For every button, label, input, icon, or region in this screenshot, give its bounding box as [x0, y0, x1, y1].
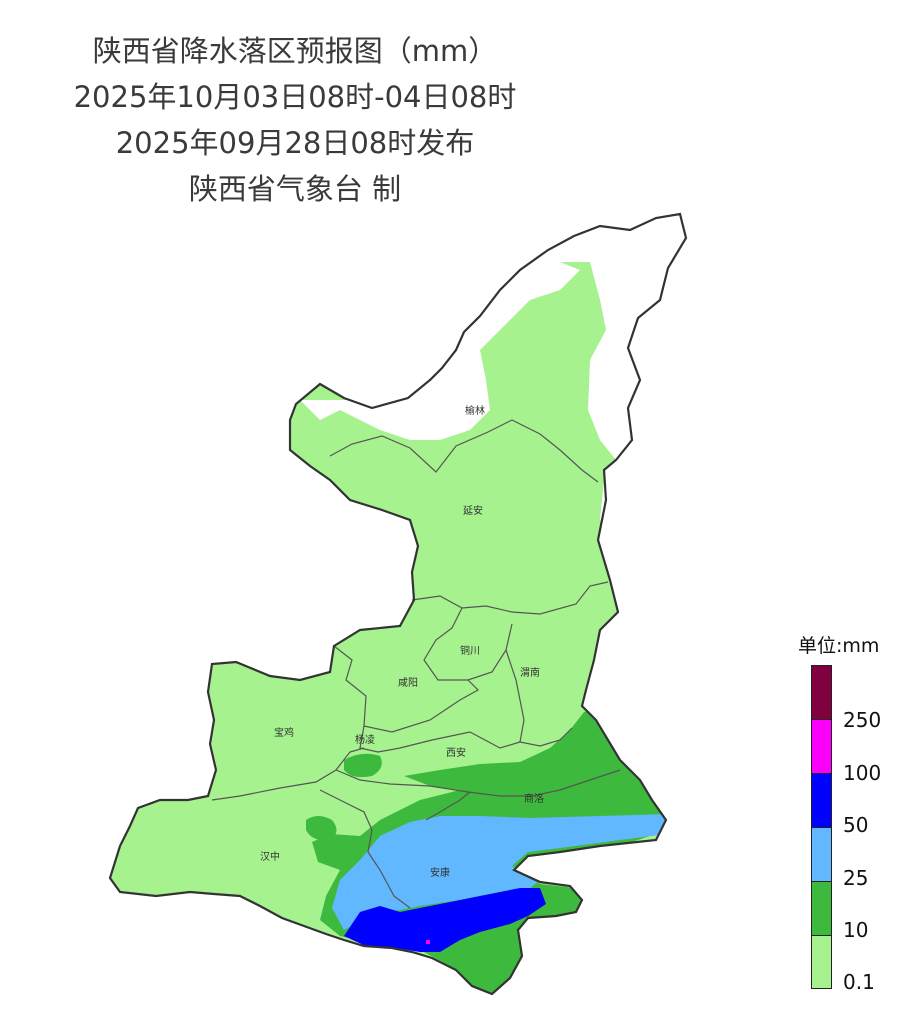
legend-label-100: 100 — [843, 761, 882, 785]
city-label-hanzhong: 汉中 — [260, 850, 280, 863]
legend-label-50: 50 — [843, 813, 869, 837]
issuer: 陕西省气象台 制 — [188, 172, 402, 206]
issue-time: 2025年09月28日08时发布 — [115, 126, 475, 160]
precip-area-10 — [344, 753, 382, 778]
precip-area-10 — [306, 816, 337, 841]
valid-period: 2025年10月03日08时-04日08时 — [73, 80, 517, 114]
precip-area-50 — [344, 888, 546, 952]
legend-swatch-100 — [811, 719, 832, 774]
legend-label-25: 25 — [843, 866, 869, 890]
city-label-shangluo: 商洛 — [524, 792, 544, 805]
city-label-yangling: 杨凌 — [355, 733, 375, 746]
legend-label-10: 10 — [843, 918, 869, 942]
legend-swatch-0.1 — [811, 935, 832, 989]
city-label-yulin: 榆林 — [465, 404, 485, 417]
legend-swatch-50 — [811, 773, 832, 828]
precip-fill-layer — [110, 214, 686, 994]
city-label-baoji: 宝鸡 — [274, 726, 294, 739]
map-title: 陕西省降水落区预报图（mm） — [92, 34, 498, 68]
city-label-xian: 西安 — [446, 746, 466, 759]
legend-swatch-250 — [811, 665, 832, 720]
precip-area-25 — [332, 814, 668, 930]
legend-label-0.1: 0.1 — [843, 970, 875, 994]
legend-swatch-10 — [811, 881, 832, 936]
city-label-yanan: 延安 — [463, 504, 483, 517]
precip-area-100 — [426, 940, 430, 944]
city-boundaries — [211, 419, 621, 909]
legend-label-250: 250 — [843, 708, 882, 732]
no-rain-area — [300, 250, 580, 440]
city-label-xianyang: 咸阳 — [398, 677, 418, 689]
province-outline — [108, 212, 688, 996]
legend-unit: 单位:mm — [798, 635, 880, 657]
precip-area-10 — [470, 940, 491, 966]
city-label-weinan: 渭南 — [520, 666, 540, 679]
city-label-tongchuan: 铜川 — [460, 645, 480, 657]
legend-swatch-25 — [811, 827, 832, 882]
city-labels: 榆林 延安 铜川 咸阳 渭南 宝鸡 杨凌 西安 商洛 汉中 安康 — [260, 404, 544, 879]
city-label-ankang: 安康 — [430, 866, 450, 879]
